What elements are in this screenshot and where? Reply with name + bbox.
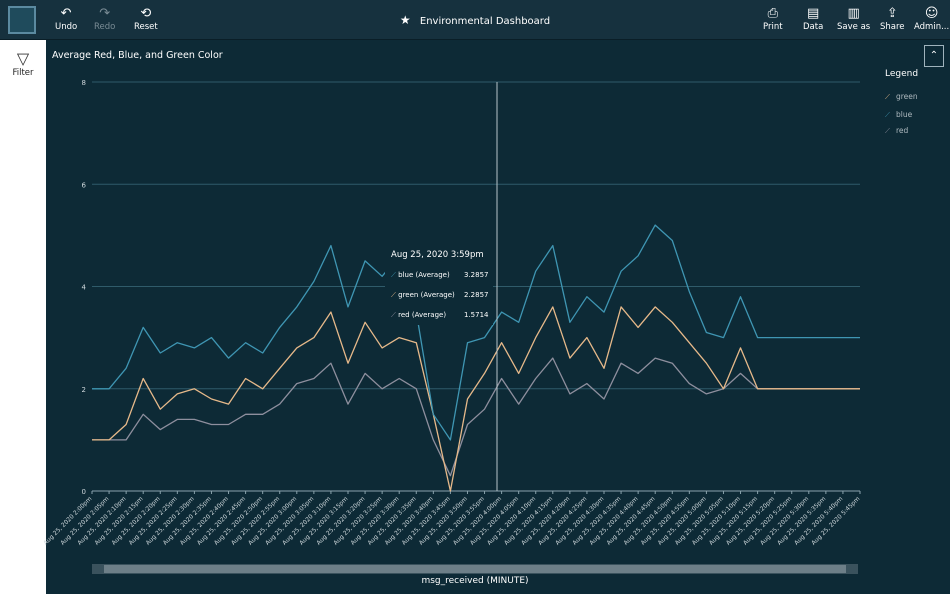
share-label: Share (880, 22, 905, 32)
save-as-button[interactable]: ▥ Save as (837, 6, 870, 33)
line-swatch-icon: ⟋ (885, 111, 890, 119)
data-label: Data (803, 22, 824, 32)
tooltip-row-value: 1.5714 (464, 311, 489, 319)
legend-item-green[interactable]: ⟋ green (885, 92, 918, 101)
filter-icon: ▽ (16, 49, 30, 68)
hover-tooltip: Aug 25, 2020 3:59pm ⟋ blue (Average) 3.2… (385, 243, 493, 325)
legend-item-red[interactable]: ⟋ red (885, 126, 908, 135)
save-as-label: Save as (837, 22, 871, 32)
tooltip-row-value: 2.2857 (464, 291, 489, 299)
legend-label: red (896, 126, 909, 135)
tooltip-row-blue: ⟋ blue (Average) 3.2857 (391, 271, 489, 280)
y-tick-label: 0 (82, 488, 86, 496)
line-swatch-icon: ⟋ (391, 271, 396, 279)
data-icon: ▤ (807, 6, 820, 21)
tooltip-row-label: blue (Average) (398, 271, 450, 279)
tooltip-row-value: 3.2857 (464, 271, 489, 279)
undo-button[interactable]: ↶ Undo (55, 6, 77, 33)
series-line-blue (92, 224, 860, 441)
chevron-up-icon: ⌃ (929, 50, 939, 61)
legend-item-blue[interactable]: ⟋ blue (885, 110, 912, 119)
left-sidebar: ▽ Filter (0, 40, 46, 594)
favorite-star-icon[interactable]: ★ (399, 13, 411, 27)
reset-button[interactable]: ⟲ Reset (134, 6, 158, 33)
share-icon: ⇪ (886, 6, 898, 21)
app-logo-icon[interactable] (8, 6, 36, 34)
y-tick-label: 8 (82, 79, 86, 87)
tooltip-row-red: ⟋ red (Average) 1.5714 (391, 311, 489, 320)
filter-button[interactable]: ▽ Filter (0, 49, 46, 79)
print-label: Print (763, 22, 783, 32)
redo-button[interactable]: ↷ Redo (94, 6, 115, 33)
tooltip-row-label: green (Average) (398, 291, 455, 299)
redo-icon: ↷ (99, 6, 111, 21)
undo-icon: ↶ (60, 6, 72, 21)
legend-label: blue (896, 110, 913, 119)
series-line-green (92, 306, 860, 492)
tooltip-row-green: ⟋ green (Average) 2.2857 (391, 291, 489, 300)
admin-button[interactable]: ☺ Admin... (914, 6, 949, 33)
y-tick-label: 4 (82, 284, 87, 292)
print-icon: ⎙ (767, 6, 778, 21)
filter-label: Filter (12, 68, 34, 78)
tooltip-title: Aug 25, 2020 3:59pm (391, 250, 484, 260)
dashboard-title: ★ Environmental Dashboard (0, 13, 950, 27)
bar-chart-icon: ▥ (847, 6, 860, 21)
y-tick-label: 6 (82, 181, 87, 189)
reset-icon: ⟲ (140, 6, 152, 21)
reset-label: Reset (134, 22, 158, 32)
line-swatch-icon: ⟋ (391, 291, 396, 299)
line-swatch-icon: ⟋ (885, 93, 890, 101)
y-tick-label: 2 (82, 386, 86, 394)
undo-label: Undo (55, 22, 78, 32)
print-button[interactable]: ⎙ Print (763, 6, 783, 33)
chart-title: Average Red, Blue, and Green Color (52, 50, 223, 61)
line-swatch-icon: ⟋ (391, 311, 396, 319)
admin-label: Admin... (914, 22, 950, 32)
legend-title: Legend (885, 69, 919, 79)
collapse-legend-button[interactable]: ⌃ (924, 45, 944, 67)
top-toolbar: ↶ Undo ↷ Redo ⟲ Reset ★ Environmental Da… (0, 0, 950, 40)
tooltip-row-label: red (Average) (398, 311, 447, 319)
user-icon: ☺ (924, 6, 939, 21)
x-axis-title: msg_received (MINUTE) (421, 576, 529, 586)
legend-label: green (896, 92, 918, 101)
data-button[interactable]: ▤ Data (803, 6, 823, 33)
line-swatch-icon: ⟋ (885, 127, 890, 135)
redo-label: Redo (94, 22, 116, 32)
series-line-red (92, 357, 860, 477)
share-button[interactable]: ⇪ Share (880, 6, 905, 33)
horizontal-scrollbar-thumb[interactable] (104, 565, 846, 573)
dashboard-title-text: Environmental Dashboard (419, 16, 551, 27)
